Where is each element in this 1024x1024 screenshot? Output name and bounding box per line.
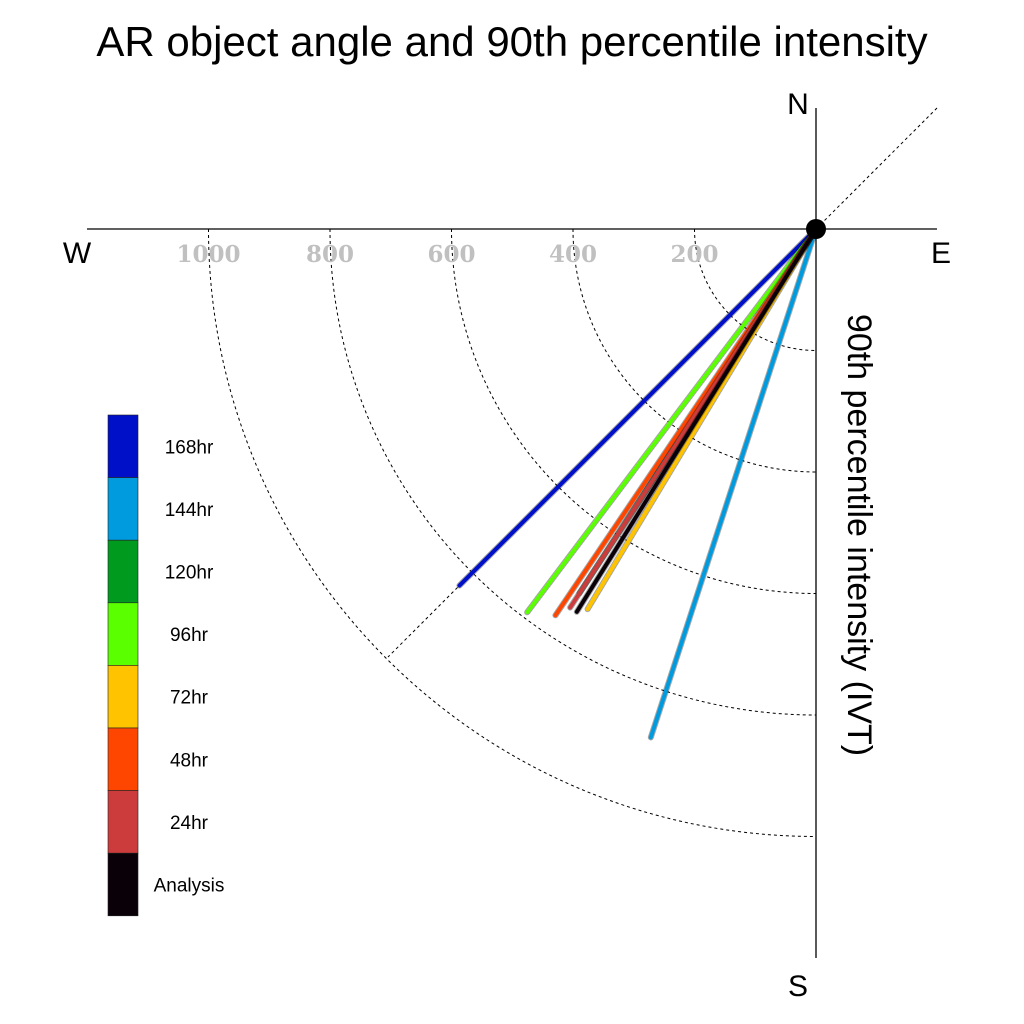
legend-label: Analysis xyxy=(154,876,225,897)
legend-label: 144hr xyxy=(165,500,214,521)
legend-swatch xyxy=(107,852,139,917)
compass-south: S xyxy=(788,970,808,1003)
grid-arc xyxy=(451,228,817,594)
vector-analysis xyxy=(574,227,818,614)
compass-east: E xyxy=(931,237,951,270)
legend-swatch xyxy=(107,727,139,791)
vector-144hr xyxy=(648,227,818,740)
grid-arc xyxy=(208,228,817,837)
legend-label: 24hr xyxy=(170,813,209,834)
legend-label: 96hr xyxy=(170,625,209,646)
intensity-vectors xyxy=(456,226,819,741)
legend-swatch xyxy=(107,414,139,478)
compass-west: W xyxy=(63,237,92,270)
radial-tick-label: 1000 xyxy=(176,241,240,268)
grid-arc xyxy=(694,228,817,351)
radial-tick-labels: 200 400 600 800 1000 xyxy=(176,241,718,268)
legend-swatch xyxy=(107,790,139,854)
radial-tick-label: 400 xyxy=(549,241,597,268)
legend-swatch xyxy=(107,665,139,729)
radial-tick-label: 600 xyxy=(427,241,475,268)
legend-label: 120hr xyxy=(165,563,214,584)
vector-168hr xyxy=(457,227,818,588)
chart-title: AR object angle and 90th percentile inte… xyxy=(96,18,927,65)
y-axis-label: 90th percentile intensity (IVT) xyxy=(840,314,878,756)
legend-label: 48hr xyxy=(170,750,209,771)
grid-arc xyxy=(329,228,817,716)
origin-marker xyxy=(806,219,826,239)
vector-96hr xyxy=(525,227,818,615)
legend-swatch xyxy=(107,477,139,541)
grid-arc xyxy=(572,228,817,473)
legend-label: 72hr xyxy=(170,688,209,709)
radial-tick-label: 800 xyxy=(306,241,354,268)
legend: 168hr 144hr 120hr 96hr 72hr 48hr 24hr Analysis xyxy=(107,414,225,917)
legend-swatch xyxy=(107,602,139,666)
legend-swatch xyxy=(107,539,139,604)
legend-label: 168hr xyxy=(165,437,214,458)
polar-grid xyxy=(208,228,817,837)
radial-tick-label: 200 xyxy=(670,241,718,268)
compass-north: N xyxy=(787,88,809,121)
